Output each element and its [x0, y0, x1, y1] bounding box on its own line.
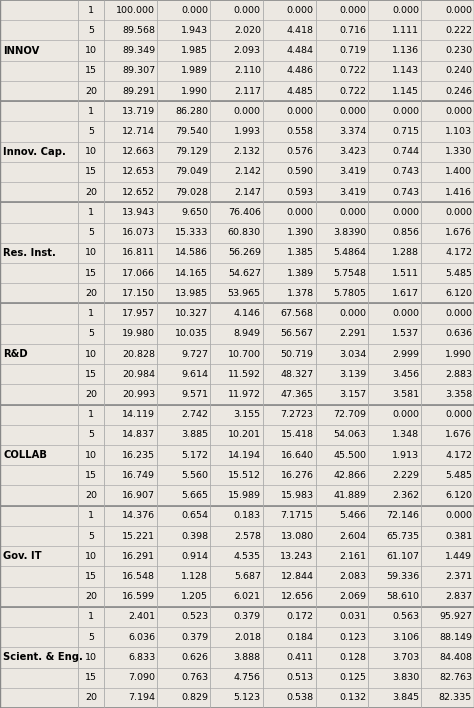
Text: 1.416: 1.416	[445, 188, 472, 197]
Text: 3.581: 3.581	[392, 390, 419, 399]
Text: 13.985: 13.985	[175, 289, 208, 298]
Text: 100.000: 100.000	[116, 6, 155, 15]
Text: 3.456: 3.456	[392, 370, 419, 379]
Text: 95.927: 95.927	[439, 612, 472, 622]
Text: 0.563: 0.563	[392, 612, 419, 622]
Text: 10.201: 10.201	[228, 430, 261, 440]
Text: 13.943: 13.943	[122, 208, 155, 217]
Text: 5.665: 5.665	[181, 491, 208, 500]
Text: 3.157: 3.157	[339, 390, 366, 399]
Text: 10.035: 10.035	[175, 329, 208, 338]
Text: 1.111: 1.111	[392, 26, 419, 35]
Text: 1: 1	[88, 6, 94, 15]
Text: 7.194: 7.194	[128, 693, 155, 702]
Text: 13.080: 13.080	[281, 532, 314, 540]
Text: 0.125: 0.125	[339, 673, 366, 682]
Text: 1: 1	[88, 612, 94, 622]
Text: 20: 20	[85, 390, 97, 399]
Text: 5.123: 5.123	[234, 693, 261, 702]
Text: 2.147: 2.147	[234, 188, 261, 197]
Text: 16.749: 16.749	[122, 471, 155, 480]
Text: 3.034: 3.034	[339, 350, 366, 358]
Text: 5.172: 5.172	[181, 451, 208, 459]
Text: 20: 20	[85, 86, 97, 96]
Text: 0.132: 0.132	[339, 693, 366, 702]
Text: 2.837: 2.837	[445, 593, 472, 601]
Text: 0.722: 0.722	[339, 67, 366, 75]
Text: 0.000: 0.000	[181, 6, 208, 15]
Text: 15: 15	[85, 67, 97, 75]
Text: 0.856: 0.856	[392, 228, 419, 237]
Text: 1: 1	[88, 208, 94, 217]
Text: 79.129: 79.129	[175, 147, 208, 156]
Text: 20: 20	[85, 289, 97, 298]
Text: 5.466: 5.466	[339, 511, 366, 520]
Text: 4.535: 4.535	[234, 552, 261, 561]
Text: 15: 15	[85, 471, 97, 480]
Text: 6.021: 6.021	[234, 593, 261, 601]
Text: 9.650: 9.650	[181, 208, 208, 217]
Text: 5: 5	[88, 26, 94, 35]
Text: 56.567: 56.567	[281, 329, 314, 338]
Text: 2.093: 2.093	[234, 46, 261, 55]
Text: 0.743: 0.743	[392, 188, 419, 197]
Text: 5.7805: 5.7805	[334, 289, 366, 298]
Text: 4.172: 4.172	[445, 451, 472, 459]
Text: 89.307: 89.307	[122, 67, 155, 75]
Text: 3.155: 3.155	[234, 410, 261, 419]
Text: 1.617: 1.617	[392, 289, 419, 298]
Text: 2.604: 2.604	[339, 532, 366, 540]
Text: 2.742: 2.742	[181, 410, 208, 419]
Text: 17.150: 17.150	[122, 289, 155, 298]
Text: 5: 5	[88, 430, 94, 440]
Text: 2.401: 2.401	[128, 612, 155, 622]
Text: 1.511: 1.511	[392, 268, 419, 278]
Text: 0.000: 0.000	[445, 107, 472, 115]
Text: 14.586: 14.586	[175, 249, 208, 257]
Text: 89.568: 89.568	[122, 26, 155, 35]
Text: 1.676: 1.676	[445, 430, 472, 440]
Text: 11.972: 11.972	[228, 390, 261, 399]
Text: 1.128: 1.128	[181, 572, 208, 581]
Text: Innov. Cap.: Innov. Cap.	[3, 147, 66, 156]
Text: 60.830: 60.830	[228, 228, 261, 237]
Text: 11.592: 11.592	[228, 370, 261, 379]
Text: 2.142: 2.142	[234, 168, 261, 176]
Text: 10: 10	[85, 653, 97, 662]
Text: 50.719: 50.719	[281, 350, 314, 358]
Text: 3.830: 3.830	[392, 673, 419, 682]
Text: 1.378: 1.378	[286, 289, 314, 298]
Text: 0.000: 0.000	[392, 208, 419, 217]
Text: 3.419: 3.419	[339, 168, 366, 176]
Text: 0.000: 0.000	[287, 6, 314, 15]
Text: 1: 1	[88, 511, 94, 520]
Text: 0.914: 0.914	[181, 552, 208, 561]
Text: 7.1715: 7.1715	[281, 511, 314, 520]
Text: 4.418: 4.418	[287, 26, 314, 35]
Text: 1.400: 1.400	[445, 168, 472, 176]
Text: 15.983: 15.983	[281, 491, 314, 500]
Text: 1.390: 1.390	[286, 228, 314, 237]
Text: 0.636: 0.636	[445, 329, 472, 338]
Text: 14.165: 14.165	[175, 268, 208, 278]
Text: 19.980: 19.980	[122, 329, 155, 338]
Text: 12.714: 12.714	[122, 127, 155, 136]
Text: 1.348: 1.348	[392, 430, 419, 440]
Text: 1.990: 1.990	[445, 350, 472, 358]
Text: 1.993: 1.993	[234, 127, 261, 136]
Text: 2.018: 2.018	[234, 633, 261, 641]
Text: 16.599: 16.599	[122, 593, 155, 601]
Text: 0.000: 0.000	[234, 6, 261, 15]
Text: 0.716: 0.716	[339, 26, 366, 35]
Text: 5.560: 5.560	[181, 471, 208, 480]
Text: 2.371: 2.371	[445, 572, 472, 581]
Text: 16.276: 16.276	[281, 471, 314, 480]
Text: 0.000: 0.000	[234, 107, 261, 115]
Text: 15: 15	[85, 572, 97, 581]
Text: 12.663: 12.663	[122, 147, 155, 156]
Text: 0.654: 0.654	[181, 511, 208, 520]
Text: 53.965: 53.965	[228, 289, 261, 298]
Text: 0.626: 0.626	[181, 653, 208, 662]
Text: 8.949: 8.949	[234, 329, 261, 338]
